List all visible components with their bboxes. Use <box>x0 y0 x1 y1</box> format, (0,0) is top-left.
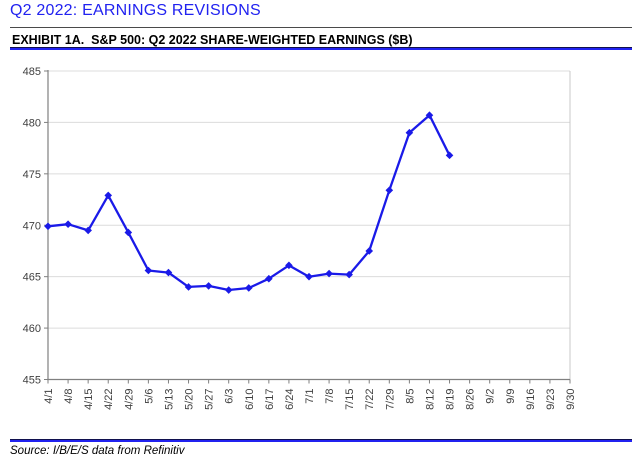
x-tick-label: 5/6 <box>143 389 155 404</box>
x-tick-label: 4/15 <box>83 389 95 410</box>
x-tick-label: 8/5 <box>404 389 416 404</box>
y-tick-label: 480 <box>23 117 41 129</box>
x-tick-label: 6/24 <box>284 389 296 410</box>
data-point-marker <box>124 228 133 237</box>
x-tick-label: 7/15 <box>344 389 356 410</box>
data-point-marker <box>164 268 173 277</box>
x-tick-label: 8/26 <box>465 389 477 410</box>
data-point-marker <box>285 261 293 270</box>
data-point-marker <box>144 266 153 275</box>
x-tick-label: 8/12 <box>424 389 436 410</box>
y-tick-label: 470 <box>23 220 41 232</box>
x-tick-label: 4/29 <box>123 389 135 410</box>
data-point-marker <box>325 269 333 278</box>
y-tick-label: 465 <box>23 272 41 284</box>
y-tick-label: 455 <box>23 375 41 387</box>
x-tick-label: 7/8 <box>324 389 336 404</box>
data-point-marker <box>345 270 353 279</box>
data-point-marker <box>224 286 233 294</box>
data-point-marker <box>64 220 72 229</box>
x-tick-label: 4/8 <box>63 389 75 404</box>
y-tick-label: 485 <box>23 66 41 78</box>
page-title: Q2 2022: EARNINGS REVISIONS <box>10 2 261 19</box>
data-point-marker <box>385 186 394 195</box>
x-tick-label: 7/29 <box>384 389 396 410</box>
x-tick-label: 4/1 <box>43 389 55 404</box>
x-tick-label: 6/17 <box>264 389 276 410</box>
x-tick-label: 9/9 <box>505 389 517 404</box>
x-tick-label: 6/3 <box>224 389 236 404</box>
x-tick-label: 4/22 <box>103 389 115 410</box>
data-point-marker <box>265 274 273 283</box>
data-point-marker <box>365 247 374 255</box>
earnings-series-line <box>46 114 451 292</box>
data-point-marker <box>425 111 434 120</box>
header-rule <box>10 47 632 50</box>
x-tick-label: 5/27 <box>204 389 216 410</box>
source-note: Source: I/B/E/S data from Refinitiv <box>10 445 185 457</box>
y-tick-label: 475 <box>23 169 41 181</box>
data-point-marker <box>244 284 253 292</box>
data-point-marker <box>204 282 213 290</box>
data-point-marker <box>84 226 92 235</box>
x-tick-label: 9/30 <box>565 389 577 410</box>
data-point-marker <box>305 272 313 281</box>
exhibit-header: EXHIBIT 1A. S&P 500: Q2 2022 SHARE-WEIGH… <box>10 27 632 52</box>
x-tick-label: 9/16 <box>525 389 537 410</box>
data-point-marker <box>445 151 454 160</box>
x-tick-label: 7/1 <box>304 389 316 404</box>
x-tick-label: 5/20 <box>184 389 196 410</box>
data-point-marker <box>184 283 193 291</box>
y-tick-label: 460 <box>23 323 41 335</box>
x-tick-label: 5/13 <box>163 389 175 410</box>
earnings-line-chart: 455 460 465 470 475 480 485 4/1 4/8 4/15 4/22 4/29 5… <box>23 66 577 410</box>
x-tick-label: 6/10 <box>244 389 256 410</box>
x-tick-label: 9/23 <box>545 389 557 410</box>
data-point-marker <box>104 191 113 200</box>
exhibit-title: EXHIBIT 1A. S&P 500: Q2 2022 SHARE-WEIGH… <box>12 33 413 47</box>
footer-rule <box>10 439 632 442</box>
data-point-marker <box>44 222 52 231</box>
data-point-marker <box>405 128 414 137</box>
x-tick-label: 9/2 <box>485 389 497 404</box>
x-tick-label: 8/19 <box>445 389 457 410</box>
x-tick-label: 7/22 <box>364 389 376 410</box>
